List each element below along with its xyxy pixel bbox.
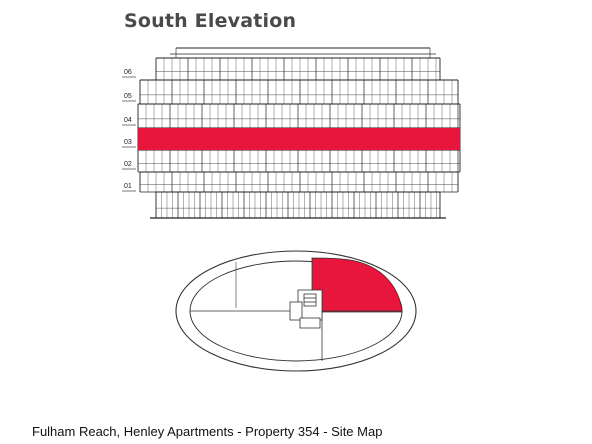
floor-label-04: 04 [124, 117, 132, 124]
floor-label-05: 05 [124, 93, 132, 100]
south-elevation-drawing: 06 05 04 03 02 01 [122, 47, 461, 219]
floor-label-01: 01 [124, 183, 132, 190]
highlighted-floor-band[interactable] [138, 128, 460, 150]
plan-outer-ellipse [175, 250, 417, 372]
site-map-caption: Fulham Reach, Henley Apartments - Proper… [32, 424, 383, 439]
floor-labels: 06 05 04 03 02 01 [122, 69, 136, 192]
page-title: South Elevation [124, 10, 297, 32]
highlighted-apartment[interactable] [311, 257, 403, 313]
floor-label-02: 02 [124, 161, 132, 168]
floor-plan-drawing [175, 250, 417, 372]
plan-core [289, 289, 323, 329]
floor-label-06: 06 [124, 69, 132, 76]
floor-label-03: 03 [124, 139, 132, 146]
